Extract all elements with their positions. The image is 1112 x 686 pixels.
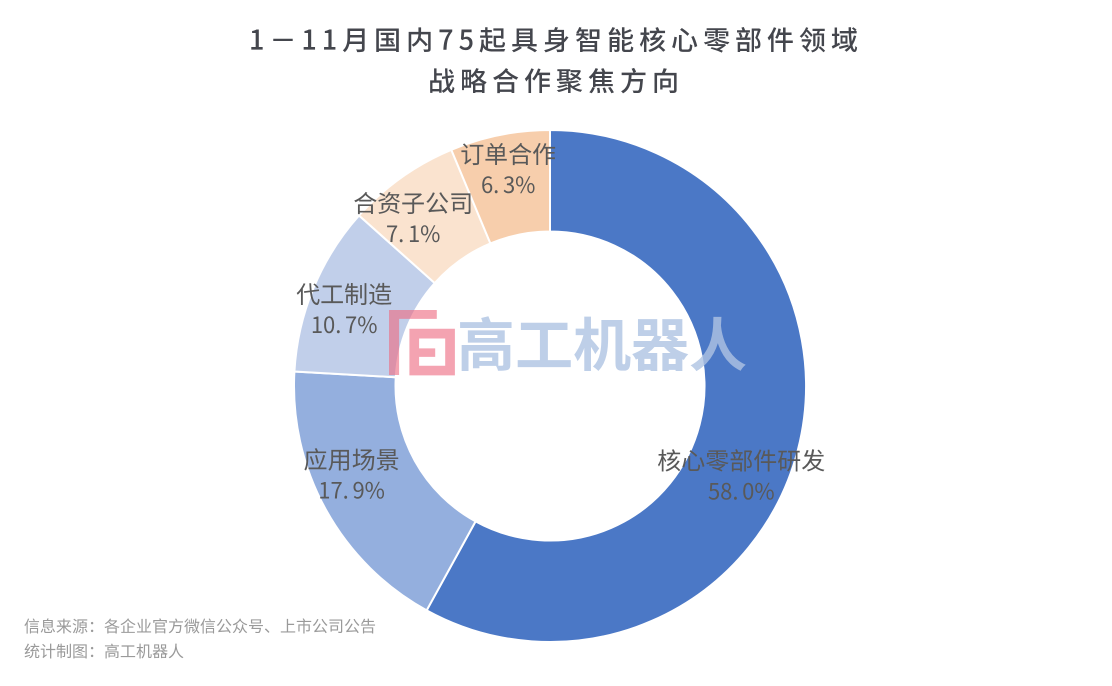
svg-text:应用场景: 应用场景 — [304, 440, 400, 475]
svg-text:58. 0%: 58. 0% — [708, 474, 775, 506]
svg-text:核心零部件研发: 核心零部件研发 — [657, 441, 825, 476]
svg-text:订单合作: 订单合作 — [460, 135, 556, 170]
svg-text:7. 1%: 7. 1% — [386, 217, 440, 249]
svg-text:17. 9%: 17. 9% — [318, 473, 385, 505]
svg-text:10. 7%: 10. 7% — [311, 308, 378, 340]
svg-text:6. 3%: 6. 3% — [481, 168, 535, 200]
svg-text:代工制造: 代工制造 — [296, 275, 392, 310]
svg-text:高工机器人: 高工机器人 — [457, 299, 747, 383]
svg-text:合资子公司: 合资子公司 — [353, 184, 473, 219]
